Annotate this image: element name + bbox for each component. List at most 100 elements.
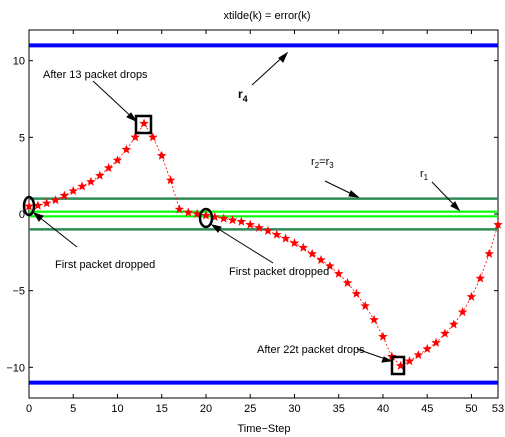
label-r2-sub: 2: [315, 161, 320, 170]
data-point: [272, 229, 282, 239]
data-point: [351, 288, 362, 298]
annotation-13-drops: After 13 packet drops: [43, 69, 148, 81]
x-tick-label: 50: [465, 403, 477, 415]
data-point: [148, 132, 158, 142]
arrow-r1-head: [450, 201, 461, 212]
data-point: [263, 225, 273, 235]
y-tick-label: −10: [6, 362, 25, 374]
x-tick-label: 35: [333, 403, 345, 415]
data-point: [404, 356, 415, 366]
data-point: [68, 186, 78, 196]
data-point: [457, 307, 468, 317]
label-r1-main: r: [420, 168, 424, 180]
data-point: [289, 238, 300, 248]
data-point: [24, 201, 34, 211]
data-point: [210, 212, 220, 222]
data-point: [86, 176, 96, 186]
label-equals: =: [319, 156, 325, 168]
annotation-22-drops: After 22t packet drops: [257, 344, 365, 356]
data-point: [165, 175, 176, 185]
highlight-ellipse-first-drop-left: [22, 195, 36, 217]
arrow-r4-head: [278, 51, 289, 63]
y-axis: 10 5 0 −5 −10: [6, 56, 498, 374]
data-point: [484, 248, 494, 258]
data-point: [33, 200, 43, 210]
chart-title: xtilde(k) = error(k): [223, 10, 310, 22]
arrow-first-drop-left-head: [32, 212, 44, 222]
data-point: [342, 278, 353, 288]
data-point: [449, 319, 459, 329]
label-r4-sub: 4: [243, 94, 248, 104]
data-point: [95, 170, 105, 180]
data-point: [280, 233, 291, 243]
data-point: [183, 207, 194, 217]
y-tick-label: 10: [13, 56, 25, 68]
data-point: [218, 213, 229, 223]
data-point: [475, 273, 486, 283]
y-tick-label: −5: [12, 286, 25, 298]
data-point: [307, 248, 317, 258]
x-axis: 0 5 10 15 20 25 30 35 40 45 50 53: [26, 30, 504, 415]
x-tick-label: 25: [244, 403, 256, 415]
data-point: [493, 219, 503, 229]
data-point: [378, 331, 388, 341]
y-tick-label: 5: [19, 132, 25, 144]
data-point: [431, 337, 441, 347]
data-point: [395, 360, 406, 370]
highlight-box-22-drops: [390, 355, 406, 376]
data-point: [360, 301, 371, 311]
series-error-markers: [24, 118, 503, 370]
data-point: [466, 291, 477, 301]
x-tick-label: 30: [288, 403, 300, 415]
bounds-layer: [29, 43, 498, 385]
label-r4-main: r: [238, 87, 243, 101]
data-point: [112, 155, 123, 165]
data-point: [50, 195, 61, 205]
x-tick-label: 20: [200, 403, 212, 415]
data-point: [227, 215, 238, 225]
label-r2-main: r: [311, 156, 315, 168]
x-tick-label: 5: [70, 403, 76, 415]
data-point: [254, 222, 264, 232]
label-r1-sub: 1: [424, 173, 429, 182]
data-point: [440, 328, 450, 338]
arrow-r2r3-head: [348, 190, 360, 198]
x-tick-label: 45: [421, 403, 433, 415]
x-tick-label: 0: [26, 403, 32, 415]
x-tick-label: 15: [156, 403, 168, 415]
arrow-13-drops-head: [126, 112, 138, 123]
arrow-first-drop-mid-head: [210, 224, 222, 233]
data-point: [245, 219, 255, 229]
arrow-22-drops-head: [381, 356, 393, 363]
data-point: [325, 261, 335, 271]
annotation-first-drop-mid: First packet dropped: [229, 266, 329, 278]
arrow-13-drops: [92, 80, 137, 122]
arrow-first-drop-mid: [211, 224, 274, 264]
data-point: [174, 204, 185, 214]
data-point: [77, 181, 87, 191]
data-point: [413, 350, 424, 360]
label-r3-sub: 3: [329, 161, 334, 170]
label-r3-main: r: [326, 156, 330, 168]
annotation-arrows: [32, 51, 461, 363]
data-point: [369, 314, 379, 324]
annotation-first-drop-left: First packet dropped: [55, 259, 155, 271]
x-tick-label: 53: [492, 403, 504, 415]
x-axis-label: Time−Step: [237, 423, 290, 435]
data-point: [192, 209, 202, 219]
data-point: [201, 210, 211, 220]
data-point: [103, 163, 114, 173]
data-point: [130, 132, 140, 142]
data-point: [316, 255, 326, 265]
data-point: [298, 242, 309, 252]
data-point: [41, 198, 52, 208]
data-point: [333, 268, 344, 278]
data-point: [121, 144, 132, 154]
data-point: [422, 343, 432, 353]
label-r2-r3: r2=r3: [311, 156, 334, 170]
x-tick-label: 40: [377, 403, 389, 415]
highlight-ellipse-first-drop-mid: [198, 207, 214, 229]
label-r4: r4: [238, 87, 248, 104]
